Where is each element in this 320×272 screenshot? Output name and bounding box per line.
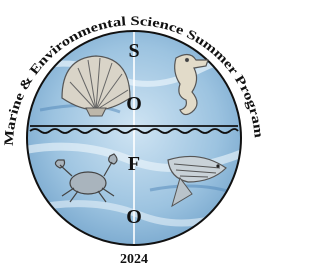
letter: S xyxy=(128,40,139,62)
letter: F xyxy=(128,153,140,175)
year: 2024 xyxy=(120,252,148,267)
letter: O xyxy=(126,206,142,228)
letter: O xyxy=(126,93,142,115)
logo: Marine & Environmental Science Summer Pr… xyxy=(0,0,267,272)
